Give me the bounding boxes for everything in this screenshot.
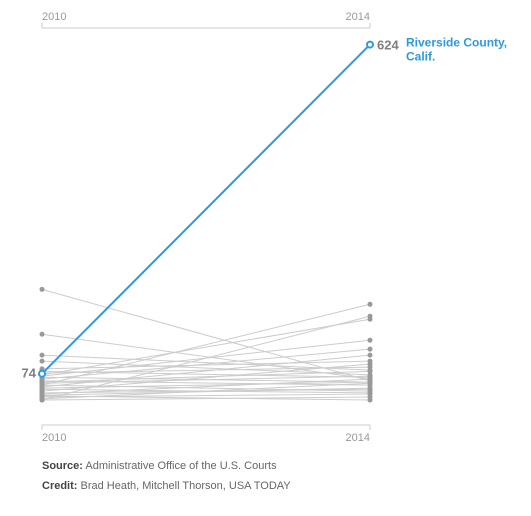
source-label: Source: bbox=[42, 460, 83, 472]
series-marker bbox=[40, 398, 45, 403]
series-marker bbox=[368, 347, 373, 352]
series-marker bbox=[368, 398, 373, 403]
series-marker bbox=[368, 368, 373, 373]
series-marker bbox=[368, 353, 373, 358]
chart-container: 2010 2014 2010 2014 74 624 Riverside County,Ca… bbox=[0, 0, 531, 516]
series-marker bbox=[368, 378, 373, 383]
credit-label: Credit: bbox=[42, 480, 77, 492]
top-right-year: 2014 bbox=[346, 11, 370, 23]
credit-line: Credit: Brad Heath, Mitchell Thorson, US… bbox=[42, 480, 291, 492]
series-marker bbox=[368, 359, 373, 364]
highlight-name: Riverside County, bbox=[406, 36, 507, 50]
series-line bbox=[42, 289, 370, 381]
source-text: Administrative Office of the U.S. Courts bbox=[83, 460, 277, 472]
series-marker bbox=[368, 338, 373, 343]
bottom-left-year: 2010 bbox=[42, 432, 66, 444]
series-marker bbox=[40, 383, 45, 388]
highlight-marker-end bbox=[367, 42, 373, 48]
series-marker bbox=[368, 302, 373, 307]
source-line: Source: Administrative Office of the U.S… bbox=[42, 460, 277, 472]
series-marker bbox=[40, 287, 45, 292]
slope-chart-svg: 2010 2014 2010 2014 74 624 Riverside County,Ca… bbox=[0, 0, 531, 516]
credit-text: Brad Heath, Mitchell Thorson, USA TODAY bbox=[77, 480, 290, 492]
top-left-year: 2010 bbox=[42, 11, 66, 23]
series-marker bbox=[40, 353, 45, 358]
series-marker bbox=[40, 359, 45, 364]
highlight-marker-start bbox=[39, 371, 45, 377]
highlight-name: Calif. bbox=[406, 50, 435, 64]
series-line bbox=[42, 319, 370, 375]
series-marker bbox=[368, 317, 373, 322]
bottom-right-year: 2014 bbox=[346, 432, 370, 444]
highlight-end-value: 624 bbox=[377, 38, 399, 53]
series-line bbox=[42, 316, 370, 400]
highlight-line bbox=[42, 45, 370, 374]
series-marker bbox=[368, 389, 373, 394]
highlight-start-value: 74 bbox=[22, 366, 37, 381]
series-marker bbox=[40, 332, 45, 337]
